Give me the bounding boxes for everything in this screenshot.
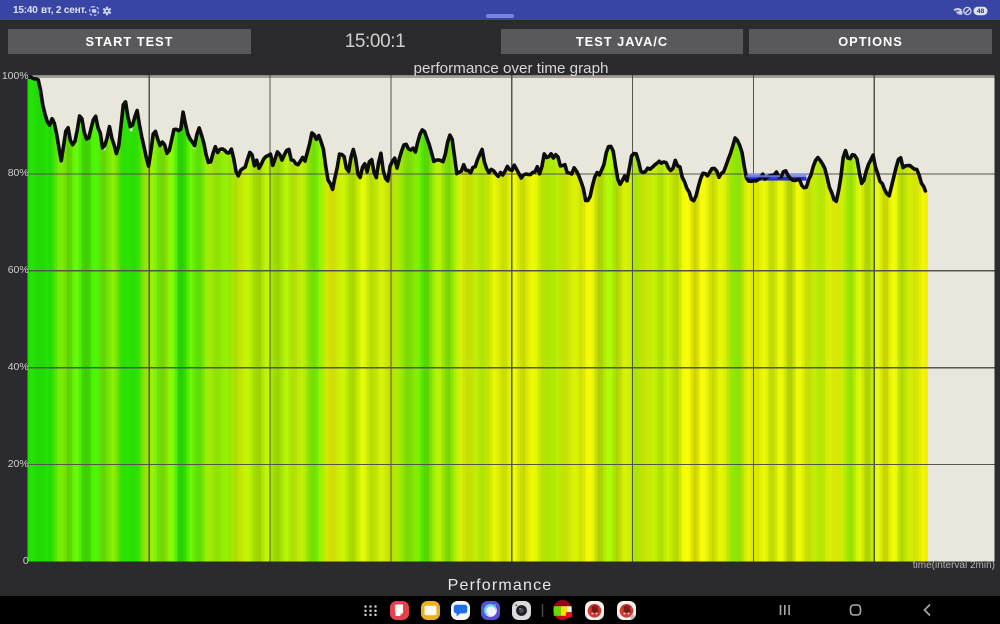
- svg-text:48: 48: [977, 8, 985, 15]
